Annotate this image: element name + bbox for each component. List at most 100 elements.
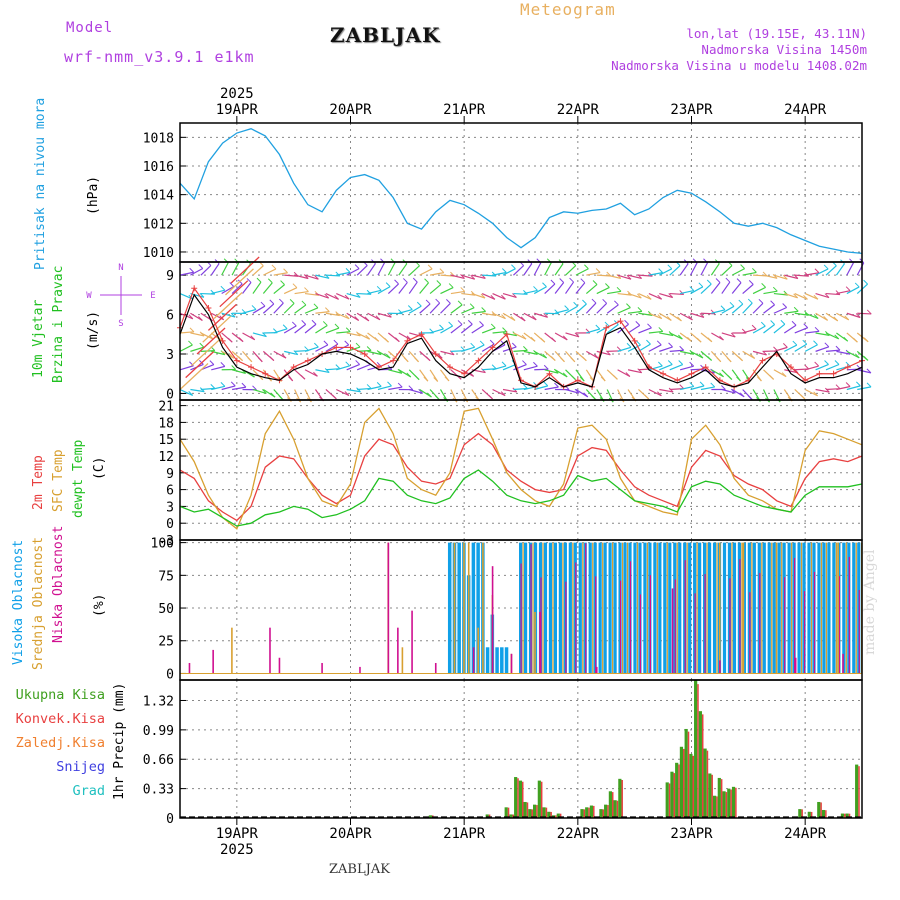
model-name: wrf-nmm_v3.9.1 e1km: [64, 48, 255, 66]
high-cloud-bar: [623, 542, 627, 674]
wind-barb: [721, 332, 736, 338]
wind-barb-flag: [574, 388, 580, 394]
wind-barb-flag: [354, 264, 360, 269]
wind-barb: [461, 274, 475, 280]
wind-barb-flag: [679, 345, 685, 351]
wind-barb: [648, 312, 663, 320]
high-cloud-bar: [558, 542, 562, 674]
mid-cloud-bar: [716, 542, 718, 674]
wind-barb-flag: [325, 307, 330, 312]
wind-barb-flag: [562, 372, 568, 378]
wind-barb-flag: [635, 320, 641, 326]
wind-barb: [190, 388, 205, 393]
wind-barb: [731, 303, 744, 314]
wind-barb: [794, 312, 809, 316]
wind-barb: [554, 309, 569, 314]
wind-barb-flag: [300, 374, 306, 380]
wind-barb: [179, 363, 209, 390]
wind-barb-flag: [780, 319, 786, 325]
wind-barb-flag: [667, 360, 673, 365]
wind-barb-flag: [490, 294, 496, 300]
wind-barb-flag: [282, 324, 288, 330]
model-altitude-label: Nadmorska Visina u modelu 1408.02m: [611, 58, 867, 73]
low-cloud-bar: [269, 627, 271, 674]
wind-barb: [450, 304, 463, 314]
wind-barb-flag: [843, 336, 849, 342]
wind-barb-flag: [761, 283, 766, 288]
wind-barb: [815, 332, 830, 336]
wind-barb-flag: [866, 382, 872, 388]
wind-barb-flag: [715, 278, 721, 283]
wind-barb: [242, 282, 252, 294]
wind-gust-marker: [262, 370, 269, 377]
high-cloud-bar: [698, 542, 702, 674]
wind-barb-flag: [793, 306, 799, 312]
wind-barb: [596, 302, 608, 314]
mid-cloud-bar: [845, 542, 847, 674]
wind-barb: [784, 344, 798, 352]
wind-barb: [721, 388, 736, 394]
wind-barb: [502, 388, 517, 393]
wind-barb: [242, 332, 256, 341]
wind-barb: [669, 292, 684, 296]
wind-barb: [200, 292, 215, 295]
wind-barb: [752, 302, 764, 314]
wind-barb-flag: [813, 314, 819, 319]
wind-barb: [533, 262, 542, 276]
low-cloud-bar: [520, 563, 522, 674]
low-cloud-bar: [434, 662, 437, 674]
high-cloud-bar: [832, 542, 836, 674]
wind-barb: [356, 332, 370, 340]
wind-barb: [482, 312, 497, 317]
wind-barb-flag: [747, 298, 753, 304]
ytick-label: 1012: [143, 217, 174, 232]
wind-gust-marker: [816, 370, 823, 377]
high-cloud-bar: [633, 542, 637, 674]
wind-barb-flag: [863, 337, 869, 343]
mid-cloud-bar: [592, 542, 594, 674]
wind-barb-flag: [247, 357, 253, 363]
wind-barb: [742, 283, 754, 294]
wind-barb: [815, 388, 830, 393]
compass-west: W: [86, 291, 92, 301]
wind-barb-flag: [292, 283, 298, 289]
wind-barb-flag: [725, 277, 731, 283]
wind-gust-marker: [304, 357, 311, 364]
ytick-label: 50: [158, 602, 174, 617]
wind-barb: [388, 369, 403, 374]
wind-barb-flag: [366, 384, 372, 389]
low-cloud-bar: [387, 542, 390, 674]
ytick-label: 1018: [143, 131, 174, 146]
wind-barb: [752, 350, 767, 356]
wind-barb: [679, 365, 694, 371]
wind-gust-marker: [361, 351, 368, 357]
precip-total-bar: [514, 777, 518, 818]
wind-gust-marker: [617, 318, 624, 325]
wind-barb: [638, 292, 652, 300]
wind-barb-flag: [666, 316, 672, 321]
precip-conv-bar: [522, 781, 524, 818]
ytick-label: 3: [166, 500, 174, 515]
precip-total-bar: [821, 809, 826, 818]
wind-barb-flag: [481, 274, 486, 279]
high-cloud-bar: [598, 542, 602, 674]
wind-barb-flag: [791, 320, 797, 326]
xtick-label-top: 20APR: [329, 102, 372, 118]
wind-barb: [585, 284, 598, 294]
high-cloud-bar: [752, 542, 756, 674]
precip-legend-2: Zaledj.Kisa: [16, 735, 105, 751]
wind-barb: [690, 385, 705, 391]
low-cloud-bar: [739, 559, 741, 674]
wind-barb-flag: [210, 383, 216, 389]
wind-barb-flag: [230, 312, 236, 318]
wind-barb-flag: [446, 298, 451, 304]
wind-barb-flag: [188, 391, 194, 396]
high-cloud-bar: [613, 542, 617, 674]
precip-total-bar: [556, 813, 560, 818]
wind-barb-flag: [387, 381, 392, 387]
mid-cloud-bar: [706, 542, 708, 674]
wind-barb-flag: [335, 364, 341, 370]
precip-total-bar: [698, 711, 702, 818]
wind-barb-flag: [220, 381, 226, 387]
wind-barb: [659, 346, 673, 352]
